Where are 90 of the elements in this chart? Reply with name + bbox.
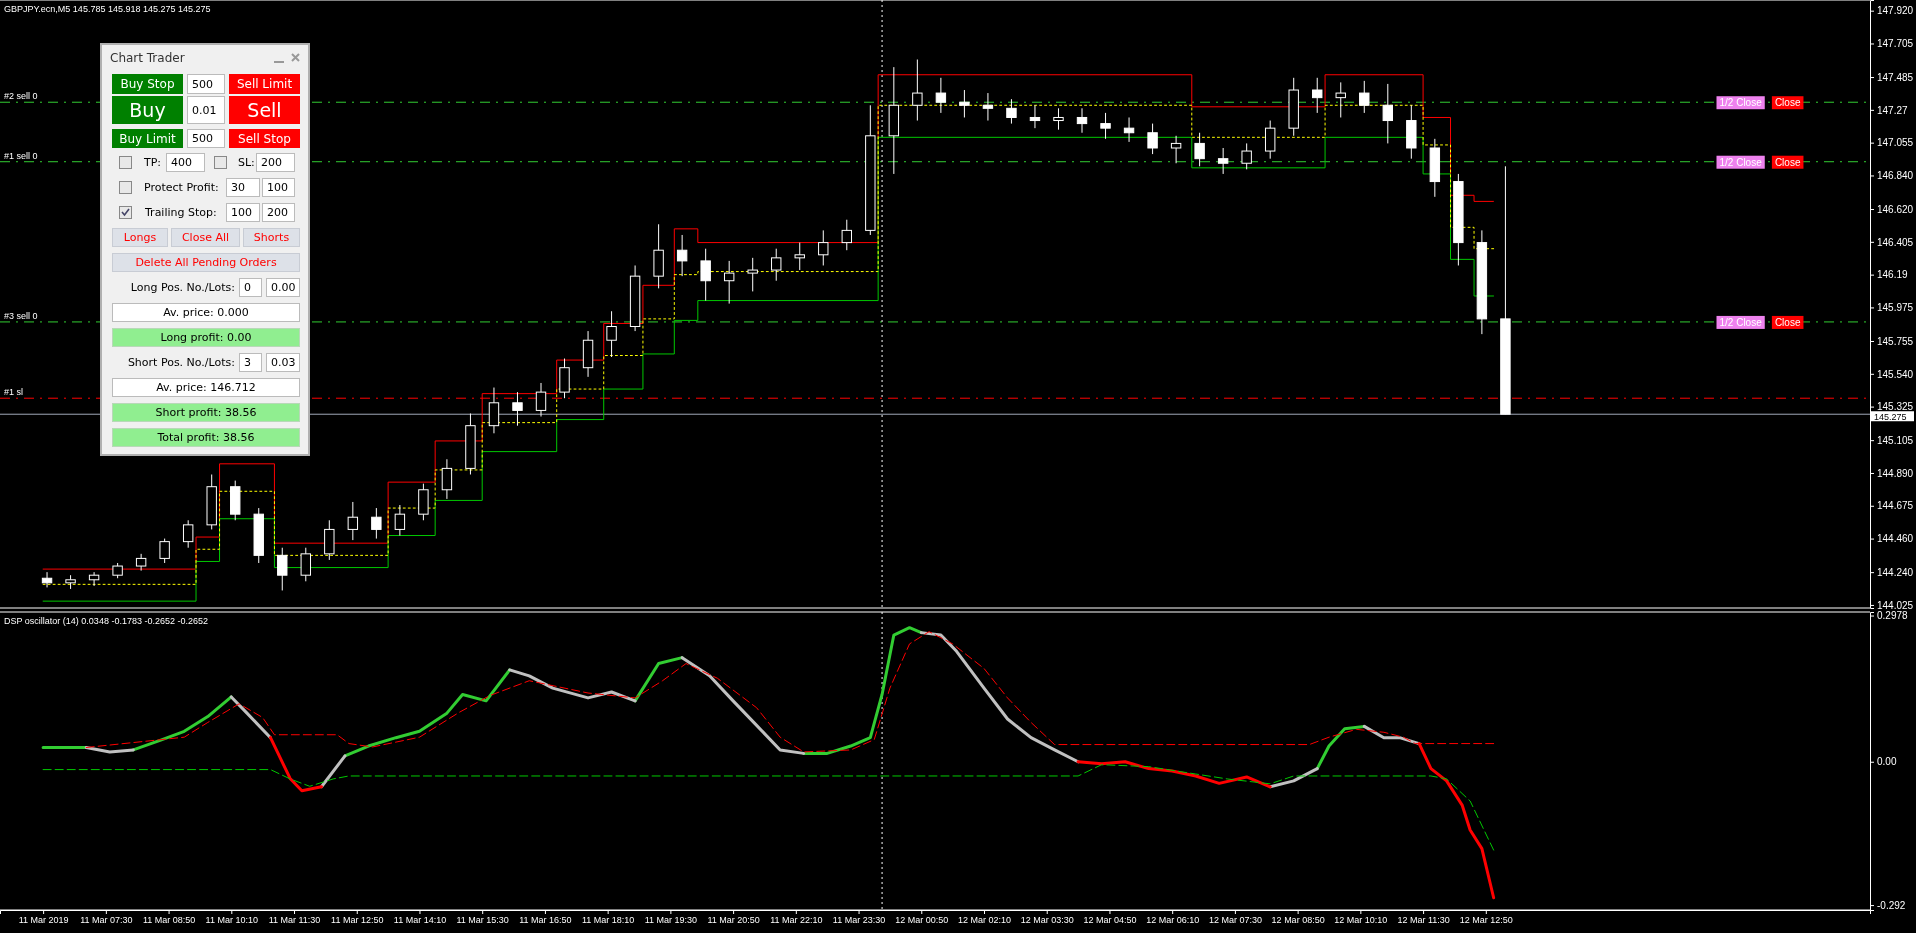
- x-tick-label: 11 Mar 15:30: [456, 915, 509, 926]
- annotation: 200: [262, 203, 295, 222]
- annotation: Buy: [112, 96, 183, 124]
- annotation: Short Pos. No./Lots:: [126, 355, 235, 371]
- y-tick-label: 145.540: [1877, 368, 1914, 380]
- x-tick-label: 12 Mar 07:30: [1208, 915, 1262, 926]
- x-tick-label: 11 Mar 07:30: [80, 915, 133, 926]
- y-tick-label: 145.975: [1877, 302, 1914, 314]
- annotation: Trailing Stop:: [144, 205, 218, 221]
- y-tick-label: 147.055: [1877, 137, 1914, 149]
- ref-line-label: #1 sell 0: [4, 150, 38, 161]
- annotation: 400: [166, 153, 205, 172]
- ref-line-label: #1 sl: [4, 387, 24, 398]
- annotation: 3: [239, 353, 262, 372]
- x-tick-label: 11 Mar 19:30: [644, 915, 698, 926]
- annotation: 0.03: [266, 353, 300, 372]
- x-tick-label: 12 Mar 02:10: [957, 915, 1012, 926]
- x-tick-label: 11 Mar 20:50: [707, 915, 760, 926]
- y-tick-label: 147.705: [1877, 38, 1914, 50]
- y-tick-label: 145.755: [1877, 335, 1914, 347]
- y-tick-label: 0.00: [1877, 756, 1897, 768]
- annotation: Longs: [112, 228, 168, 247]
- annotation: Av. price: 146.712: [112, 378, 300, 397]
- text: Chart Trader: [110, 50, 185, 67]
- annotation: TP:: [143, 155, 163, 171]
- annotation: Short profit: 38.56: [112, 403, 300, 422]
- y-tick-label: 145.105: [1877, 434, 1914, 446]
- ref-line-label: #3 sell 0: [4, 310, 38, 321]
- annotation: Av. price: 0.000: [112, 303, 300, 322]
- annotation: Close All: [171, 228, 240, 247]
- x-tick-label: 11 Mar 16:50: [519, 915, 572, 926]
- y-tick-label: 146.405: [1877, 236, 1914, 248]
- annotation: 100: [262, 178, 295, 197]
- y-tick-label: 144.460: [1877, 533, 1914, 545]
- annotation: 0.00: [266, 278, 300, 297]
- x-tick-label: 11 Mar 10:10: [205, 915, 258, 926]
- annotation: Delete All Pending Orders: [112, 253, 300, 272]
- y-tick-label: 145.325: [1877, 401, 1914, 413]
- annotation: 100: [226, 203, 260, 222]
- annotation: 30: [226, 178, 260, 197]
- y-tick-label: 146.840: [1877, 170, 1914, 182]
- annotation: Total profit: 38.56: [112, 428, 300, 447]
- x-tick-label: 11 Mar 08:50: [142, 915, 196, 926]
- annotation: 0: [239, 278, 262, 297]
- annotation: 0.01: [187, 96, 225, 124]
- x-tick-label: 12 Mar 03:30: [1020, 915, 1074, 926]
- annotation: SL:: [237, 155, 256, 171]
- annotation: Buy Stop: [112, 74, 183, 94]
- x-tick-label: 12 Mar 10:10: [1334, 915, 1388, 926]
- y-tick-label: 144.240: [1877, 566, 1914, 578]
- y-tick-label: 147.920: [1877, 5, 1914, 17]
- annotation: Protect Profit:: [143, 180, 220, 196]
- button: Close: [1771, 96, 1804, 110]
- x-tick-label: 11 Mar 22:10: [770, 915, 823, 926]
- x-tick-label: 11 Mar 2019: [18, 915, 69, 926]
- x-tick-label: 11 Mar 18:10: [581, 915, 635, 926]
- x-tick-label: 11 Mar 12:50: [331, 915, 384, 926]
- annotation: 500: [187, 74, 225, 94]
- y-tick-label: 144.025: [1877, 599, 1914, 611]
- annotation: Sell: [229, 96, 300, 124]
- x-tick-label: 11 Mar 14:10: [393, 915, 447, 926]
- ref-line-label: #2 sell 0: [4, 91, 38, 102]
- y-tick-label: 147.27: [1877, 104, 1909, 116]
- annotation: Sell Stop: [229, 129, 300, 148]
- button: 1/2 Close: [1716, 96, 1765, 110]
- x-tick-label: 12 Mar 11:30: [1397, 915, 1450, 926]
- x-tick-label: 12 Mar 00:50: [895, 915, 949, 926]
- annotation: 500: [187, 129, 225, 148]
- y-tick-label: 146.19: [1877, 269, 1909, 281]
- x-tick-label: 11 Mar 23:30: [832, 915, 886, 926]
- chart-title: GBPJPY.ecn,M5 145.785 145.918 145.275 145.275: [4, 4, 211, 14]
- y-tick-label: 144.675: [1877, 500, 1914, 512]
- x-tick-label: 12 Mar 04:50: [1083, 915, 1137, 926]
- annotation: Long profit: 0.00: [112, 328, 300, 347]
- annotation: Long Pos. No./Lots:: [129, 280, 235, 296]
- y-tick-label: 146.620: [1877, 203, 1914, 215]
- y-tick-label: 144.890: [1877, 467, 1914, 479]
- x-tick-label: 12 Mar 12:50: [1459, 915, 1513, 926]
- y-tick-label: -0.292: [1877, 899, 1906, 911]
- x-tick-label: 12 Mar 06:10: [1146, 915, 1200, 926]
- y-tick-label: 0.2978: [1877, 610, 1909, 622]
- ref-line-label: 145.275: [1874, 411, 1907, 422]
- x-tick-label: 11 Mar 11:30: [268, 915, 321, 926]
- x-tick-label: 12 Mar 08:50: [1271, 915, 1325, 926]
- y-tick-label: 147.485: [1877, 71, 1914, 83]
- annotation: Shorts: [243, 228, 300, 247]
- chart-title: DSP oscillator (14) 0.0348 -0.1783 -0.2652 -0.2652: [4, 616, 208, 626]
- annotation: 200: [256, 153, 295, 172]
- annotation: Buy Limit: [112, 129, 183, 148]
- annotation: Sell Limit: [229, 74, 300, 94]
